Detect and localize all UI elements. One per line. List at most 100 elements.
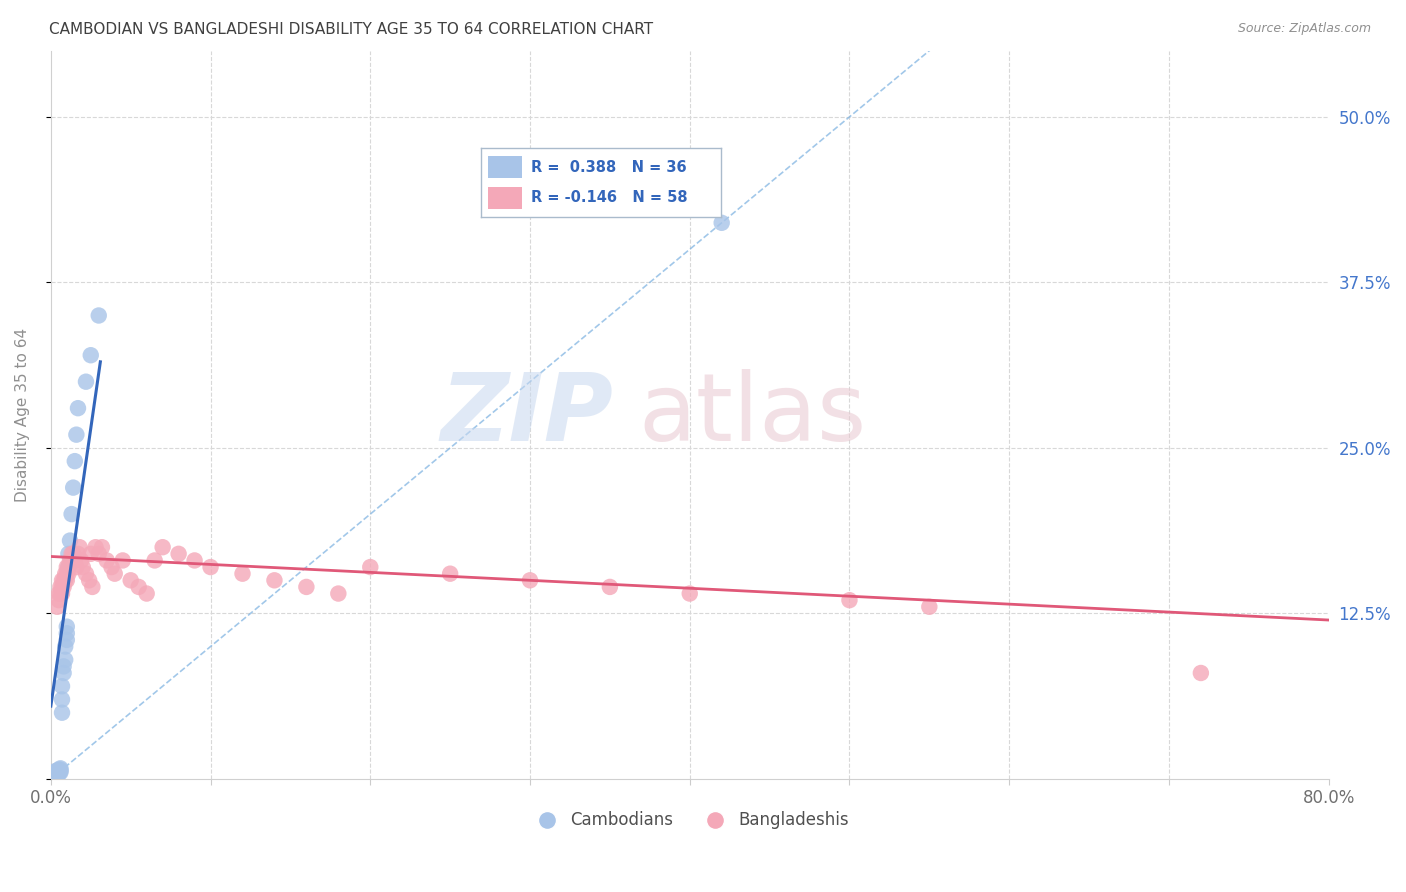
Text: Source: ZipAtlas.com: Source: ZipAtlas.com bbox=[1237, 22, 1371, 36]
Point bbox=[56, 620, 79, 634]
Point bbox=[918, 599, 941, 614]
Point bbox=[49, 586, 72, 600]
Text: ZIP: ZIP bbox=[440, 368, 613, 461]
Point bbox=[53, 653, 76, 667]
Point bbox=[838, 593, 860, 607]
Point bbox=[80, 348, 103, 362]
Bar bbox=[488, 186, 522, 209]
Point bbox=[167, 547, 190, 561]
Point bbox=[49, 761, 72, 775]
Point bbox=[82, 580, 104, 594]
Point bbox=[46, 765, 69, 780]
Point bbox=[111, 553, 134, 567]
Point bbox=[49, 765, 72, 780]
Point bbox=[231, 566, 253, 581]
Point bbox=[46, 766, 69, 780]
Point bbox=[48, 766, 70, 780]
Point bbox=[63, 553, 86, 567]
Point bbox=[519, 574, 541, 588]
Text: R = -0.146   N = 58: R = -0.146 N = 58 bbox=[531, 190, 688, 205]
Point bbox=[66, 401, 89, 416]
Point bbox=[53, 640, 76, 654]
Legend: Cambodians, Bangladeshis: Cambodians, Bangladeshis bbox=[524, 805, 856, 836]
Point bbox=[49, 763, 72, 777]
Bar bbox=[488, 156, 522, 178]
Point bbox=[51, 580, 73, 594]
Point bbox=[65, 560, 87, 574]
Point bbox=[72, 560, 94, 574]
Point bbox=[59, 553, 82, 567]
Point bbox=[80, 547, 103, 561]
Point bbox=[48, 764, 70, 778]
Point bbox=[46, 599, 69, 614]
Point bbox=[200, 560, 222, 574]
Point bbox=[710, 216, 733, 230]
Y-axis label: Disability Age 35 to 64: Disability Age 35 to 64 bbox=[15, 327, 30, 502]
Point bbox=[53, 574, 76, 588]
Point bbox=[49, 764, 72, 778]
Point bbox=[51, 586, 73, 600]
Point bbox=[53, 566, 76, 581]
Point bbox=[48, 765, 70, 780]
Text: atlas: atlas bbox=[638, 368, 868, 461]
Point bbox=[66, 547, 89, 561]
Point bbox=[328, 586, 350, 600]
Point bbox=[75, 375, 97, 389]
Point bbox=[1189, 665, 1212, 680]
Point bbox=[75, 566, 97, 581]
Point bbox=[91, 540, 114, 554]
Point bbox=[77, 574, 100, 588]
Point bbox=[143, 553, 166, 567]
Point bbox=[96, 553, 118, 567]
Point bbox=[65, 427, 87, 442]
Point bbox=[599, 580, 621, 594]
Point bbox=[63, 454, 86, 468]
Point bbox=[84, 540, 107, 554]
Point bbox=[56, 566, 79, 581]
Point bbox=[679, 586, 702, 600]
Point bbox=[45, 765, 67, 780]
Point bbox=[48, 763, 70, 777]
Point bbox=[51, 679, 73, 693]
Point bbox=[58, 560, 80, 574]
Point bbox=[104, 566, 127, 581]
Point bbox=[58, 560, 80, 574]
Point bbox=[48, 586, 70, 600]
Point bbox=[295, 580, 318, 594]
Point bbox=[359, 560, 381, 574]
Point bbox=[70, 553, 93, 567]
Point bbox=[51, 706, 73, 720]
Point bbox=[42, 766, 65, 780]
Point bbox=[62, 481, 84, 495]
Point bbox=[56, 626, 79, 640]
Point bbox=[87, 547, 110, 561]
Point bbox=[60, 553, 83, 567]
Point bbox=[56, 632, 79, 647]
Point bbox=[87, 309, 110, 323]
Point bbox=[56, 560, 79, 574]
Point bbox=[120, 574, 142, 588]
Point bbox=[62, 547, 84, 561]
Point bbox=[51, 692, 73, 706]
Point bbox=[51, 574, 73, 588]
Point bbox=[183, 553, 205, 567]
Point bbox=[263, 574, 285, 588]
Point bbox=[69, 540, 91, 554]
Point bbox=[49, 580, 72, 594]
Point bbox=[59, 533, 82, 548]
Point bbox=[60, 547, 83, 561]
Point bbox=[56, 574, 79, 588]
Point bbox=[439, 566, 461, 581]
Point bbox=[135, 586, 157, 600]
Text: R =  0.388   N = 36: R = 0.388 N = 36 bbox=[531, 160, 686, 175]
Point bbox=[58, 547, 80, 561]
Point bbox=[60, 507, 83, 521]
Point bbox=[52, 574, 75, 588]
Point bbox=[100, 560, 122, 574]
Point bbox=[128, 580, 150, 594]
Point bbox=[52, 580, 75, 594]
Point bbox=[45, 764, 67, 778]
Point bbox=[58, 566, 80, 581]
Point bbox=[52, 665, 75, 680]
Point bbox=[46, 764, 69, 778]
